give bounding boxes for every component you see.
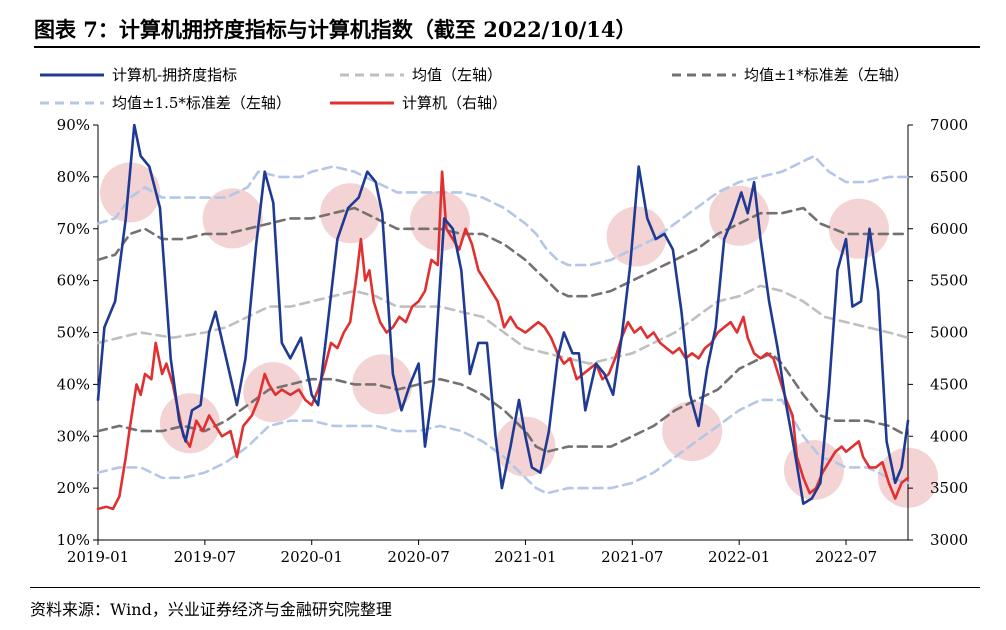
x-tick-label: 2020-07 <box>387 548 449 566</box>
title-divider <box>34 46 980 48</box>
left-tick-label: 70% <box>57 220 90 238</box>
x-tick-label: 2020-01 <box>281 548 343 566</box>
right-tick-label: 6000 <box>930 220 968 238</box>
tick-labels: 10% 20% 30% 40% 50% 60% 70% 80% 90% 3000 3500 4000 4… <box>57 116 969 566</box>
source-note: 资料来源：Wind，兴业证券经济与金融研究院整理 <box>30 600 392 619</box>
series-lines <box>96 123 910 511</box>
x-tick-label: 2022-01 <box>708 548 770 566</box>
right-tick-label: 5000 <box>930 324 968 342</box>
left-tick-label: 80% <box>57 168 90 186</box>
left-tick-label: 90% <box>57 116 90 134</box>
legend-label: 均值±1*标准差（左轴） <box>744 66 909 84</box>
right-tick-label: 3000 <box>930 531 968 549</box>
series-line-均值+1.5*标准差（左轴） <box>96 154 910 267</box>
right-tick-label: 3500 <box>930 479 968 497</box>
right-tick-label: 4000 <box>930 427 968 445</box>
left-tick-label: 50% <box>57 324 90 342</box>
left-tick-label: 30% <box>57 427 90 445</box>
highlight-circle-10 <box>352 354 413 415</box>
highlight-circle-5 <box>606 206 667 267</box>
axes <box>93 124 913 545</box>
left-tick-label: 10% <box>57 531 90 549</box>
right-tick-label: 7000 <box>930 116 968 134</box>
x-tick-label: 2021-01 <box>494 548 556 566</box>
legend: 计算机-拥挤度指标 均值（左轴） 均值±1*标准差（左轴） 均值±1.5*标准差（左轴… <box>40 66 909 112</box>
series-line-均值+1*标准差（左轴） <box>96 206 910 298</box>
highlight-circle-11 <box>662 401 723 462</box>
series-line-均值-1.5*标准差（左轴） <box>96 398 910 495</box>
x-tick-label: 2021-07 <box>601 548 663 566</box>
highlight-circle-0 <box>100 162 161 223</box>
right-tick-label: 5500 <box>930 272 968 290</box>
highlight-circle-6 <box>709 185 770 246</box>
x-tick-label: 2022-07 <box>815 548 877 566</box>
highlight-circles <box>100 162 938 508</box>
left-tick-label: 20% <box>57 479 90 497</box>
x-tick-label: 2019-07 <box>174 548 236 566</box>
highlight-circle-7 <box>828 198 889 259</box>
legend-label: 计算机-拥挤度指标 <box>112 66 237 84</box>
right-tick-label: 4500 <box>930 375 968 393</box>
series-line-均值-1*标准差（左轴） <box>96 352 910 454</box>
series-line-计算机-拥挤度指标 <box>96 123 910 505</box>
series-line-计算机（右轴） <box>96 170 910 511</box>
left-tick-label: 40% <box>57 375 90 393</box>
legend-label: 均值（左轴） <box>412 66 502 84</box>
right-tick-label: 6500 <box>930 168 968 186</box>
highlight-circle-2 <box>320 183 381 244</box>
x-tick-label: 2019-01 <box>67 548 129 566</box>
series-line-均值（左轴） <box>96 284 910 365</box>
left-tick-label: 60% <box>57 272 90 290</box>
legend-label: 均值±1.5*标准差（左轴） <box>112 94 291 112</box>
chart-title: 图表 7：计算机拥挤度指标与计算机指数（截至 2022/10/14） <box>34 17 637 42</box>
legend-label: 计算机（右轴） <box>402 94 507 112</box>
chart: 计算机-拥挤度指标 均值（左轴） 均值±1*标准差（左轴） 均值±1.5*标准差（左轴… <box>40 66 969 566</box>
highlight-circle-1 <box>202 188 263 249</box>
source-divider <box>30 587 980 588</box>
